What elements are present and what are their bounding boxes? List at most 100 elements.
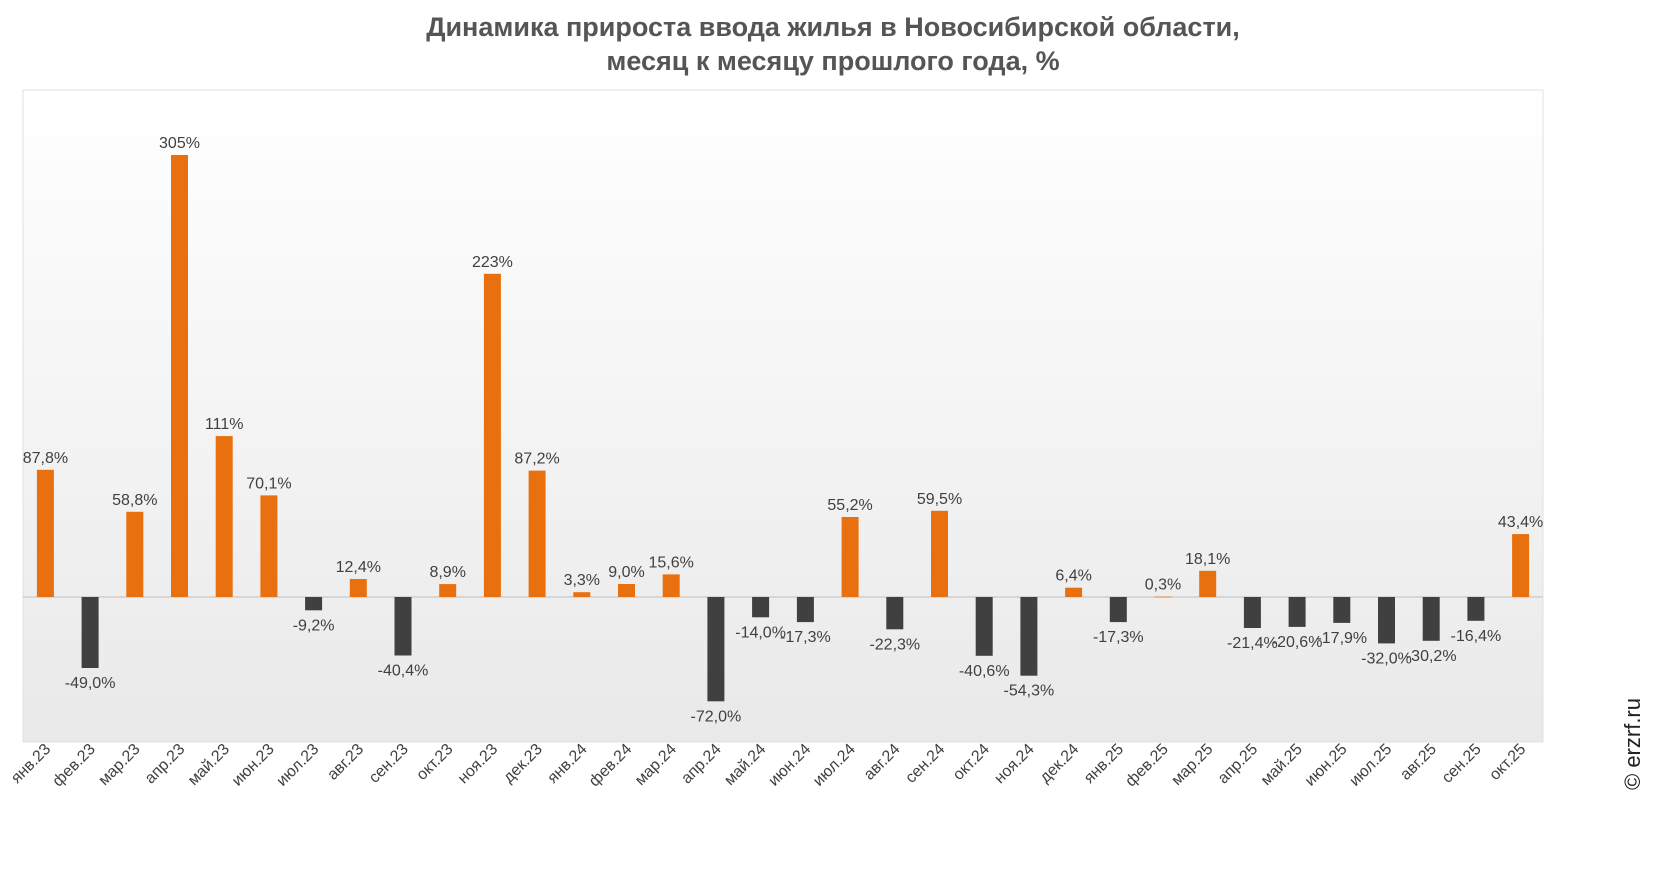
- x-tick-label-сен.24: сен.24: [902, 741, 948, 787]
- bar-окт.23: [439, 584, 457, 597]
- data-label-дек.23: 87,2%: [514, 451, 559, 468]
- x-tick-label-сен.25: сен.25: [1439, 741, 1485, 787]
- bar-дек.23: [528, 470, 546, 597]
- data-label-мар.24: 15,6%: [649, 554, 694, 571]
- data-label-авг.25: -30,2%: [1406, 648, 1457, 665]
- bar-авг.24: [886, 597, 904, 630]
- chart-title-line-2: месяц к месяцу прошлого года, %: [606, 46, 1060, 76]
- x-tick-label-ноя.23: ноя.23: [455, 741, 501, 787]
- x-tick-label-окт.23: окт.23: [413, 741, 456, 784]
- data-label-июн.25: -17,9%: [1316, 630, 1367, 647]
- data-label-янв.23: 87,8%: [23, 450, 68, 467]
- bar-сен.24: [931, 510, 948, 597]
- data-label-фев.23: -49,0%: [65, 675, 116, 692]
- bar-мар.25: [1199, 570, 1217, 597]
- bar-июл.24: [841, 517, 859, 597]
- bar-мар.23: [126, 511, 144, 597]
- x-tick-label-мар.24: мар.24: [632, 741, 680, 789]
- data-label-окт.25: 43,4%: [1498, 514, 1543, 531]
- bar-июн.23: [260, 495, 278, 597]
- x-tick-label-май.25: май.25: [1258, 741, 1306, 789]
- x-tick-label-мар.23: мар.23: [96, 741, 144, 789]
- bar-июн.25: [1333, 597, 1351, 623]
- bar-апр.24: [707, 597, 725, 702]
- bar-ноя.23: [483, 273, 501, 597]
- bar-июн.24: [796, 597, 814, 623]
- x-tick-label-апр.23: апр.23: [142, 741, 189, 788]
- x-tick-label-апр.24: апр.24: [678, 741, 725, 788]
- data-label-сен.24: 59,5%: [917, 491, 962, 508]
- x-tick-label-май.24: май.24: [721, 741, 769, 789]
- data-label-июл.24: 55,2%: [827, 497, 872, 514]
- x-tick-label-июн.24: июн.24: [765, 741, 814, 790]
- x-tick-label-ноя.24: ноя.24: [991, 741, 1037, 787]
- chart-title: Динамика прироста ввода жилья в Новосиби…: [0, 10, 1666, 78]
- x-tick-label-фев.23: фев.23: [50, 741, 99, 790]
- bar-фев.25: [1154, 596, 1172, 598]
- data-label-ноя.23: 223%: [472, 254, 513, 271]
- x-tick-label-янв.23: янв.23: [8, 741, 54, 787]
- bar-апр.23: [171, 155, 188, 597]
- bar-апр.25: [1243, 597, 1261, 628]
- x-tick-label-янв.24: янв.24: [544, 741, 590, 787]
- bar-сен.25: [1467, 597, 1485, 621]
- data-label-мар.23: 58,8%: [112, 492, 157, 509]
- bar-сен.23: [394, 597, 412, 656]
- x-tick-label-окт.25: окт.25: [1486, 741, 1529, 784]
- bar-июл.23: [305, 597, 323, 611]
- x-tick-label-авг.25: авг.25: [1397, 741, 1440, 784]
- data-label-июл.25: -32,0%: [1361, 650, 1412, 667]
- data-label-янв.24: 3,3%: [564, 572, 600, 589]
- x-tick-label-сен.23: сен.23: [366, 741, 412, 787]
- data-label-апр.24: -72,0%: [691, 708, 742, 725]
- x-tick-label-фев.24: фев.24: [586, 741, 635, 790]
- bar-мар.24: [662, 574, 680, 597]
- data-label-май.25: -20,6%: [1272, 634, 1323, 651]
- x-tick-label-дек.23: дек.23: [500, 741, 546, 787]
- bar-окт.24: [975, 597, 993, 656]
- data-label-июн.23: 70,1%: [246, 475, 291, 492]
- data-label-ноя.24: -54,3%: [1004, 683, 1055, 700]
- data-label-сен.23: -40,4%: [378, 663, 429, 680]
- data-label-авг.24: -22,3%: [869, 636, 920, 653]
- x-tick-label-июл.23: июл.23: [274, 741, 323, 790]
- data-label-авг.23: 12,4%: [336, 559, 381, 576]
- data-label-фев.25: 0,3%: [1145, 577, 1181, 594]
- bar-фев.24: [618, 584, 635, 597]
- bar-май.24: [752, 597, 770, 618]
- x-tick-label-авг.23: авг.23: [324, 741, 367, 784]
- x-tick-label-июл.25: июл.25: [1346, 741, 1395, 790]
- bar-май.25: [1288, 597, 1306, 627]
- x-tick-label-июн.25: июн.25: [1302, 741, 1351, 790]
- x-tick-label-янв.25: янв.25: [1081, 741, 1127, 787]
- data-label-фев.24: 9,0%: [608, 564, 644, 581]
- x-tick-label-фев.25: фев.25: [1122, 741, 1171, 790]
- x-tick-label-авг.24: авг.24: [861, 741, 904, 784]
- x-tick-label-июл.24: июл.24: [810, 741, 859, 790]
- bar-янв.25: [1109, 597, 1127, 623]
- data-label-янв.25: -17,3%: [1093, 629, 1144, 646]
- data-label-апр.23: 305%: [159, 135, 200, 152]
- bar-май.23: [215, 436, 233, 597]
- x-tick-label-июн.23: июн.23: [229, 741, 278, 790]
- x-tick-label-апр.25: апр.25: [1215, 741, 1262, 788]
- data-label-май.23: 111%: [205, 416, 244, 433]
- plot-area: [22, 89, 1544, 743]
- data-label-мар.25: 18,1%: [1185, 551, 1230, 568]
- data-label-окт.24: -40,6%: [959, 663, 1010, 680]
- x-tick-label-мар.25: мар.25: [1168, 741, 1216, 789]
- x-tick-label-окт.24: окт.24: [950, 741, 993, 784]
- data-label-июл.23: -9,2%: [293, 617, 335, 634]
- chart-title-line-1: Динамика прироста ввода жилья в Новосиби…: [426, 12, 1240, 42]
- bar-ноя.24: [1020, 597, 1038, 676]
- data-label-апр.25: -21,4%: [1227, 635, 1278, 652]
- data-label-июн.24: -17,3%: [780, 629, 831, 646]
- data-label-окт.23: 8,9%: [429, 564, 465, 581]
- bar-окт.25: [1512, 534, 1530, 597]
- bar-янв.24: [573, 592, 591, 597]
- bar-июл.25: [1378, 597, 1395, 644]
- x-tick-label-май.23: май.23: [185, 741, 233, 789]
- data-label-сен.25: -16,4%: [1451, 628, 1502, 645]
- source-watermark: © erzrf.ru: [1620, 698, 1645, 790]
